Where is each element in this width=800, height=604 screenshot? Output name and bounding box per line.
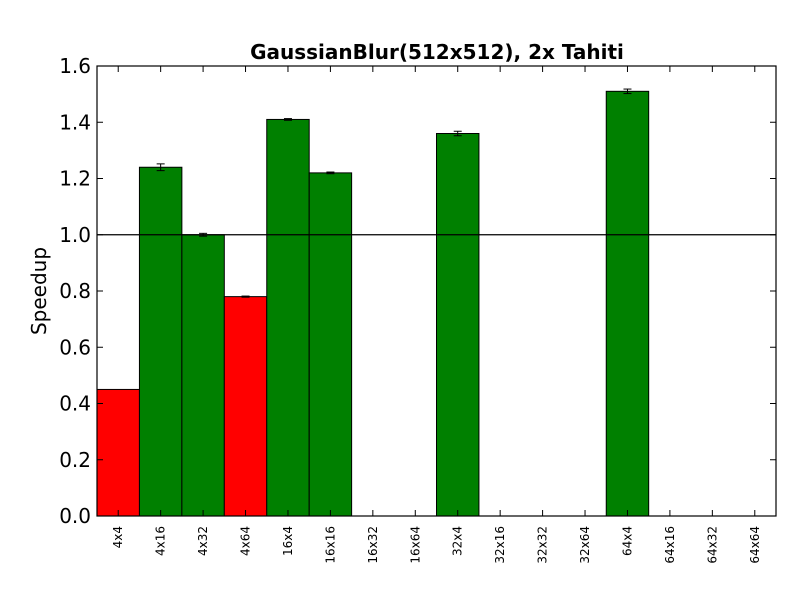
bar-4x64 (223, 296, 268, 517)
x-tick-label: 32x64 (578, 526, 592, 564)
x-tick-label: 16x16 (323, 526, 337, 564)
x-tick-label: 16x4 (281, 526, 295, 556)
y-tick-label: 0.6 (59, 335, 91, 359)
bar-4x16 (138, 166, 183, 517)
y-tick-label: 0.2 (59, 448, 91, 472)
y-tick-label: 1.2 (59, 167, 91, 191)
plot-frame (96, 65, 777, 517)
error-bars-group (156, 88, 632, 298)
x-tick-label: 64x16 (663, 526, 677, 564)
y-tick-label: 1.4 (59, 110, 91, 134)
x-tick-label: 16x64 (408, 526, 422, 564)
x-axis-ticks: 4x4 4x16 4x32 4x64 16x4 16x16 16x32 16x64 32x4 32… (111, 66, 762, 564)
y-tick-label: 1.0 (59, 223, 91, 247)
bar-64x4 (605, 90, 650, 517)
y-tick-label: 0.0 (59, 504, 91, 528)
x-tick-label: 4x64 (239, 526, 253, 556)
y-tick-label: 0.8 (59, 279, 91, 303)
x-tick-label: 4x32 (196, 526, 210, 556)
x-tick-label: 64x64 (748, 526, 762, 564)
x-tick-label: 32x16 (493, 526, 507, 564)
x-tick-label: 4x16 (154, 526, 168, 556)
bar-4x4 (96, 388, 140, 517)
x-tick-label: 32x4 (451, 526, 465, 556)
bar-32x4 (436, 133, 480, 517)
y-tick-label: 1.6 (59, 54, 91, 78)
bars-group (96, 90, 650, 517)
y-axis-label: Speedup (27, 247, 51, 335)
bar-16x16 (308, 172, 353, 517)
x-tick-label: 64x4 (620, 526, 634, 556)
y-tick-label: 0.4 (59, 392, 91, 416)
bar-16x4 (266, 118, 310, 517)
x-tick-label: 16x32 (366, 526, 380, 564)
x-tick-label: 32x32 (536, 526, 550, 564)
bar-4x32 (181, 234, 225, 517)
x-tick-label: 4x4 (111, 526, 125, 548)
chart-title: GaussianBlur(512x512), 2x Tahiti (250, 40, 624, 64)
x-tick-label: 64x32 (705, 526, 719, 564)
